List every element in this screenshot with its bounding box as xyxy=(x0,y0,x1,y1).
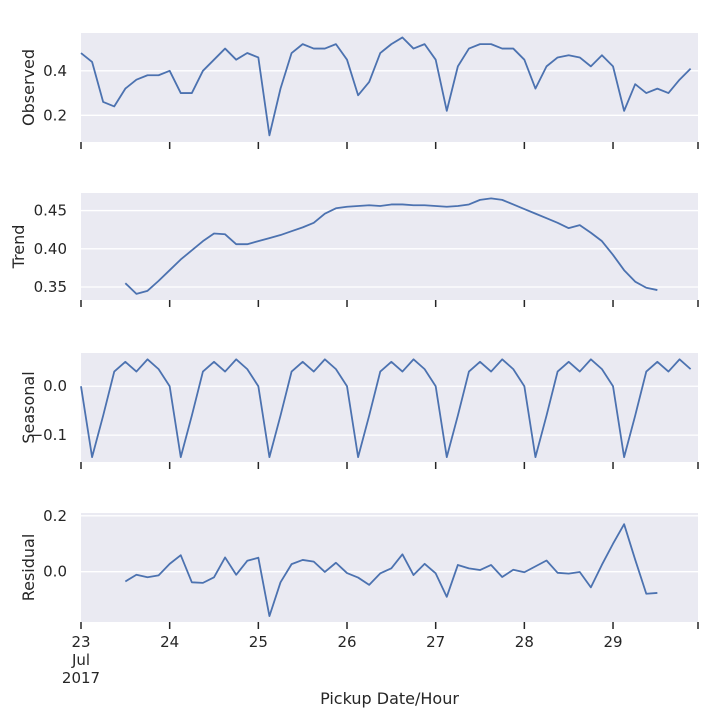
y-tick-label: 0.4 xyxy=(43,62,67,80)
x-tick-label: 24 xyxy=(160,633,179,651)
y-tick-label: 0.35 xyxy=(34,278,67,296)
y-tick-label: 0.40 xyxy=(34,240,67,258)
plot-background xyxy=(81,513,698,622)
x-tick-label: 25 xyxy=(249,633,268,651)
y-axis-label: Trend xyxy=(9,225,28,270)
y-axis-label: Seasonal xyxy=(19,371,38,443)
series-line xyxy=(124,197,658,295)
y-tick-label: 0.2 xyxy=(43,507,67,525)
x-tick-label-line: 27 xyxy=(426,633,445,651)
y-tick-label: 0.45 xyxy=(34,202,67,220)
x-tick-label-line: 23 xyxy=(71,633,90,651)
y-axis-label: Observed xyxy=(19,49,38,126)
series-line xyxy=(80,36,692,137)
y-tick-label: 0.0 xyxy=(43,563,67,581)
x-tick-label-line: 29 xyxy=(603,633,622,651)
x-tick-label-line: 24 xyxy=(160,633,179,651)
x-tick-label-line: Jul xyxy=(71,651,90,669)
y-axis-label: Residual xyxy=(19,534,38,602)
series-line xyxy=(80,358,692,459)
y-tick-label: 0.2 xyxy=(43,106,67,124)
x-tick-label: 28 xyxy=(515,633,534,651)
x-tick-label-line: 25 xyxy=(249,633,268,651)
x-tick-label: 29 xyxy=(603,633,622,651)
y-tick-label: 0.0 xyxy=(43,377,67,395)
x-tick-label: 23 Jul 2017 xyxy=(62,633,100,687)
x-tick-label: 27 xyxy=(426,633,445,651)
x-axis-label: Pickup Date/Hour xyxy=(320,689,459,708)
x-tick-label-line: 26 xyxy=(337,633,356,651)
x-tick-label-line: 28 xyxy=(515,633,534,651)
series-line xyxy=(124,523,658,618)
y-tick-label: −0.1 xyxy=(31,426,67,444)
x-tick-label: 26 xyxy=(337,633,356,651)
x-tick-label-line: 2017 xyxy=(62,669,100,687)
plot-background xyxy=(81,33,698,142)
